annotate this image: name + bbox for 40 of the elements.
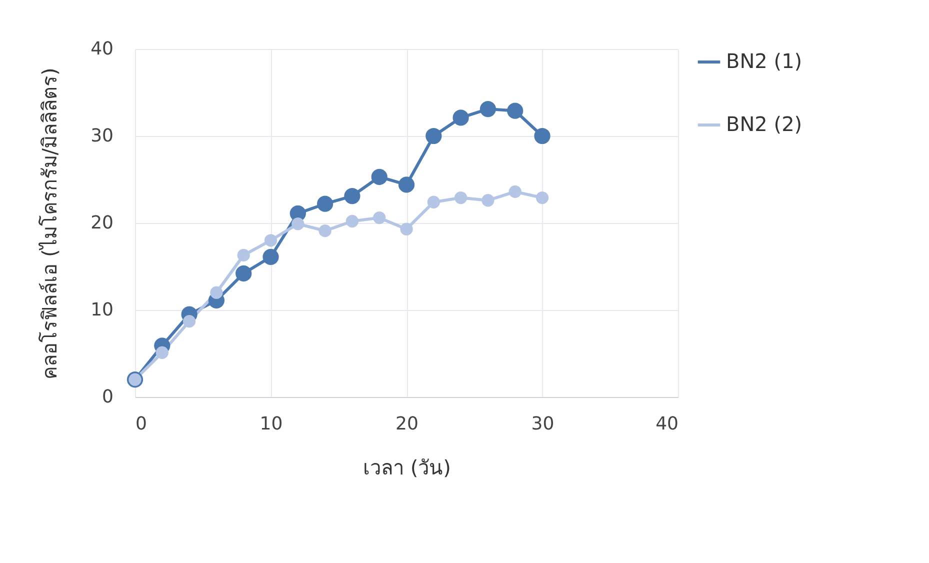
legend-label: BN2 (2) <box>726 112 802 136</box>
x-tick-label: 10 <box>260 414 283 434</box>
x-tick-label: 0 <box>136 414 147 434</box>
point <box>534 128 550 144</box>
point <box>346 214 359 228</box>
y-tick-label: 20 <box>90 212 114 234</box>
point <box>508 185 522 198</box>
point <box>482 194 494 207</box>
y-tick-label: 10 <box>90 300 114 320</box>
point <box>427 196 440 208</box>
point <box>182 314 196 328</box>
point <box>454 191 468 204</box>
point <box>156 346 168 359</box>
point <box>371 168 388 185</box>
x-tick-label: 30 <box>531 414 554 434</box>
point <box>210 286 223 299</box>
point <box>316 196 334 212</box>
point <box>426 128 442 144</box>
point <box>507 102 524 119</box>
point <box>236 265 252 282</box>
x-axis-title: เวลา (วัน) <box>363 456 451 480</box>
point <box>373 211 386 224</box>
y-tick-label: 0 <box>102 386 114 408</box>
legend-label: BN2 (1) <box>726 49 802 73</box>
y-tick-label: 30 <box>90 126 114 146</box>
point <box>318 224 332 238</box>
point <box>292 218 304 230</box>
point <box>398 176 415 193</box>
x-tick-label: 20 <box>396 414 418 434</box>
point <box>400 222 413 236</box>
point <box>264 234 278 247</box>
point <box>344 188 360 204</box>
point <box>452 110 469 126</box>
x-tick-label: 40 <box>656 414 678 434</box>
point <box>536 191 549 204</box>
point <box>237 248 250 262</box>
point <box>262 248 279 265</box>
point <box>480 100 496 118</box>
y-tick-label: 40 <box>90 38 114 60</box>
y-axis-title: คลอโรฟิลล์เอ (ไมโครกรัม/มิลลิลิตร) <box>38 68 62 380</box>
